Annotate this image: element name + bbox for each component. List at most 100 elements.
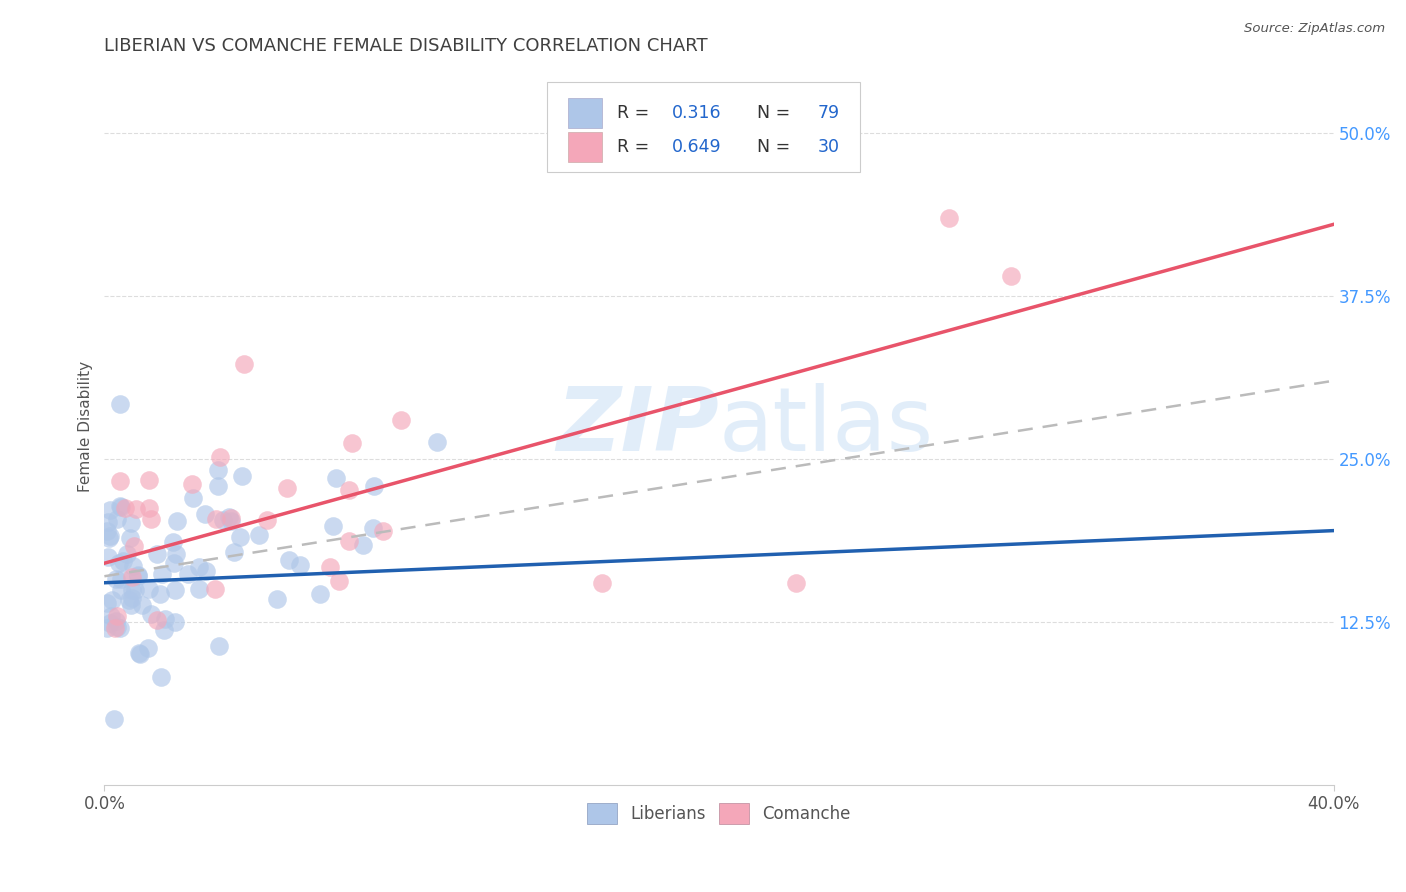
Text: 79: 79 — [817, 104, 839, 122]
Point — [105, 608, 128, 623]
Text: R =: R = — [617, 104, 655, 122]
Point — [229, 530, 252, 544]
Point — [328, 574, 350, 588]
Point — [153, 624, 176, 638]
Point — [98, 503, 121, 517]
Point — [108, 500, 131, 514]
Point — [107, 620, 129, 634]
Point — [149, 586, 172, 600]
Point — [219, 511, 242, 525]
Point — [117, 548, 139, 562]
Point — [785, 575, 807, 590]
Point — [371, 524, 394, 538]
Point — [209, 450, 232, 464]
Point — [127, 568, 149, 582]
Point — [325, 470, 347, 484]
Point — [127, 569, 149, 583]
Point — [187, 582, 209, 596]
Text: 0.649: 0.649 — [672, 137, 721, 156]
Point — [1000, 269, 1022, 284]
Point — [98, 616, 121, 631]
FancyBboxPatch shape — [568, 98, 602, 128]
Point — [136, 640, 159, 655]
Point — [266, 591, 288, 606]
Point — [138, 473, 160, 487]
Point — [104, 621, 127, 635]
Point — [139, 512, 162, 526]
Point — [389, 413, 412, 427]
Point — [110, 474, 132, 488]
Point — [97, 550, 120, 565]
Point — [104, 573, 127, 587]
Point — [938, 211, 960, 225]
Point — [107, 557, 129, 571]
Text: ZIP: ZIP — [557, 383, 718, 470]
Point — [163, 615, 186, 630]
Point — [204, 512, 226, 526]
Point — [277, 552, 299, 566]
Text: atlas: atlas — [718, 383, 934, 470]
Text: Source: ZipAtlas.com: Source: ZipAtlas.com — [1244, 22, 1385, 36]
Point — [114, 500, 136, 515]
Point — [231, 469, 253, 483]
Point — [352, 538, 374, 552]
Point — [166, 514, 188, 528]
Point — [121, 583, 143, 598]
Point — [322, 519, 344, 533]
Point — [97, 515, 120, 529]
Point — [256, 513, 278, 527]
FancyBboxPatch shape — [568, 132, 602, 161]
Point — [138, 500, 160, 515]
Point — [194, 564, 217, 578]
Point — [124, 582, 146, 597]
Point — [110, 583, 132, 598]
Point — [120, 598, 142, 612]
Point — [96, 621, 118, 635]
Y-axis label: Female Disability: Female Disability — [79, 360, 93, 491]
Point — [361, 521, 384, 535]
Point — [162, 535, 184, 549]
Point — [221, 515, 243, 529]
Point — [177, 567, 200, 582]
Point — [105, 614, 128, 628]
Point — [108, 397, 131, 411]
Point — [204, 582, 226, 597]
Point — [122, 540, 145, 554]
Point — [194, 507, 217, 521]
Point — [110, 572, 132, 586]
Point — [208, 640, 231, 654]
Point — [180, 477, 202, 491]
Point — [125, 502, 148, 516]
Text: 30: 30 — [817, 137, 839, 156]
Point — [363, 478, 385, 492]
Point — [111, 554, 134, 568]
Text: 0.316: 0.316 — [672, 104, 721, 122]
Point — [96, 596, 118, 610]
Point — [181, 491, 204, 505]
Point — [153, 612, 176, 626]
Point — [121, 570, 143, 584]
Point — [591, 575, 613, 590]
Point — [218, 509, 240, 524]
Point — [101, 593, 124, 607]
Point — [247, 528, 270, 542]
Point — [107, 511, 129, 525]
Point — [128, 647, 150, 661]
Point — [163, 582, 186, 597]
Point — [337, 483, 360, 498]
Point — [131, 598, 153, 612]
Legend: Liberians, Comanche: Liberians, Comanche — [581, 797, 858, 830]
Point — [100, 608, 122, 623]
Point — [232, 358, 254, 372]
Point — [342, 436, 364, 450]
Point — [337, 534, 360, 549]
Point — [120, 516, 142, 530]
Point — [150, 567, 173, 582]
Point — [207, 479, 229, 493]
Point — [149, 669, 172, 683]
Point — [122, 558, 145, 573]
Point — [188, 560, 211, 574]
Point — [207, 463, 229, 477]
Point — [121, 591, 143, 605]
Text: R =: R = — [617, 137, 655, 156]
